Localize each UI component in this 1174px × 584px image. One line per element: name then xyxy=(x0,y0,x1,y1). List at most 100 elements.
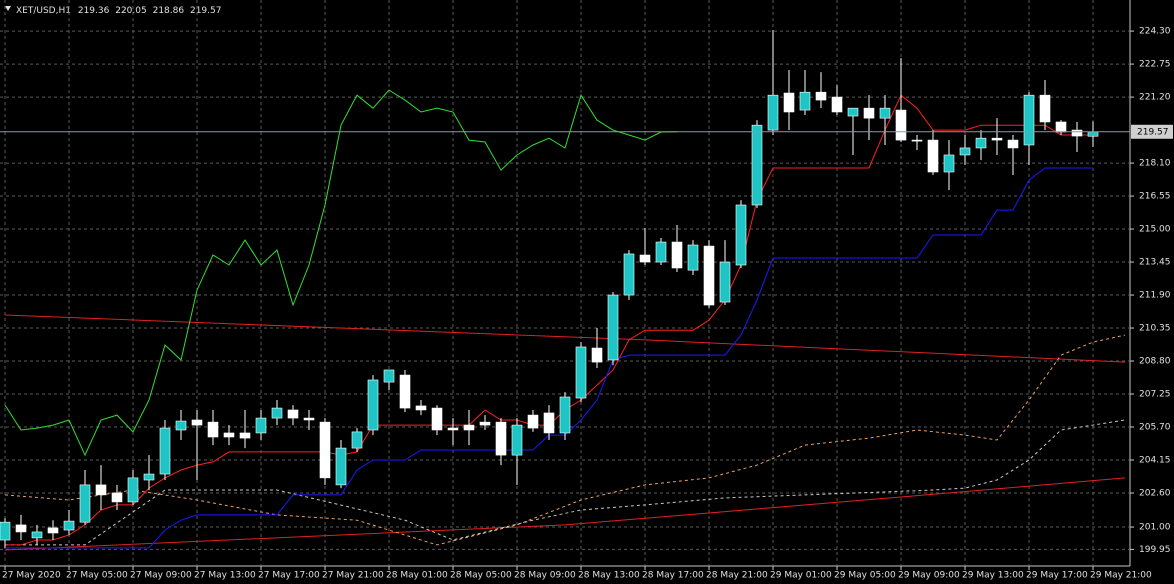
candle-body xyxy=(975,137,987,149)
candle-body xyxy=(15,524,27,533)
candle-body xyxy=(1039,94,1051,123)
candle-body xyxy=(607,294,619,361)
indicator-line xyxy=(4,314,1126,363)
candle-body xyxy=(959,147,971,156)
candle-body xyxy=(719,261,731,303)
candle-body xyxy=(1071,129,1083,137)
y-tick-label: 221.20 xyxy=(1139,93,1171,103)
candle-body xyxy=(575,346,587,399)
header-open: 219.36 xyxy=(78,6,110,16)
y-tick-label: 216.55 xyxy=(1139,192,1171,202)
y-tick-label: 213.45 xyxy=(1139,258,1171,268)
header-low: 218.86 xyxy=(153,6,185,16)
candle-body xyxy=(735,204,747,266)
candle-body xyxy=(111,492,123,503)
candle-body xyxy=(335,447,347,486)
indicator-line xyxy=(4,334,1126,546)
y-tick-label: 208.80 xyxy=(1139,357,1171,367)
symbol: XET/USD,H1 xyxy=(16,6,71,16)
header-high: 220.05 xyxy=(115,6,147,16)
candle-body xyxy=(479,421,491,426)
header-close: 219.57 xyxy=(190,6,222,16)
candle-body xyxy=(0,521,11,541)
candle-body xyxy=(703,245,715,306)
x-tick-label: 27 May 17:00 xyxy=(258,571,320,581)
y-tick-label: 199.95 xyxy=(1139,545,1171,555)
menu-arrow[interactable] xyxy=(5,6,11,11)
indicator-line xyxy=(5,419,1126,546)
y-tick-label: 224.30 xyxy=(1139,27,1171,37)
candle-body xyxy=(287,409,299,419)
candle-body xyxy=(239,432,251,439)
candle-body xyxy=(863,107,875,119)
candle-body xyxy=(255,417,267,434)
candle-body xyxy=(799,91,811,111)
candle-body xyxy=(671,241,683,269)
candle-body xyxy=(431,407,443,431)
x-tick-label: 29 May 05:00 xyxy=(834,571,896,581)
y-tick-label: 205.70 xyxy=(1139,423,1171,433)
y-tick-label: 204.15 xyxy=(1139,455,1171,465)
candle-body xyxy=(783,92,795,113)
candle-body xyxy=(319,421,331,479)
x-tick-label: 29 May 01:00 xyxy=(770,571,832,581)
candle-body xyxy=(47,527,59,534)
candle-body xyxy=(815,91,827,101)
candle-body xyxy=(639,254,651,263)
candle-body xyxy=(159,427,171,475)
candle-body xyxy=(847,107,859,117)
candle-body xyxy=(1007,139,1019,149)
candle-body xyxy=(927,139,939,173)
candle-body xyxy=(751,124,763,206)
candle-body xyxy=(831,96,843,113)
candle-body xyxy=(223,432,235,438)
price-label-box xyxy=(1131,124,1173,139)
y-tick-label: 218.10 xyxy=(1139,159,1171,169)
x-tick-label: 27 May 13:00 xyxy=(194,571,256,581)
x-tick-label: 27 May 05:00 xyxy=(66,571,128,581)
candle-body xyxy=(79,484,91,523)
candle-body xyxy=(415,405,427,411)
candle-body xyxy=(175,420,187,431)
candle-body xyxy=(591,347,603,363)
candle-body xyxy=(943,154,955,173)
x-tick-label: 29 May 09:00 xyxy=(898,571,960,581)
candle-body xyxy=(1055,121,1067,133)
x-tick-label: 27 May 09:00 xyxy=(130,571,192,581)
candle-body xyxy=(543,412,555,434)
candle-body xyxy=(495,421,507,456)
candle-body xyxy=(63,520,75,531)
candle-body xyxy=(351,431,363,449)
candle-body xyxy=(95,484,107,496)
x-tick-label: 28 May 09:00 xyxy=(514,571,576,581)
x-tick-label: 29 May 13:00 xyxy=(962,571,1024,581)
x-tick-label: 28 May 05:00 xyxy=(450,571,512,581)
candle-body xyxy=(1087,131,1099,137)
x-tick-label: 28 May 17:00 xyxy=(642,571,704,581)
candle-body xyxy=(911,139,923,142)
x-tick-label: 29 May 21:00 xyxy=(1090,571,1152,581)
y-tick-label: 207.25 xyxy=(1139,390,1171,400)
y-tick-label: 202.60 xyxy=(1139,488,1171,498)
candle-body xyxy=(207,421,219,438)
candle-body xyxy=(895,109,907,141)
candle-body xyxy=(303,417,315,421)
candle-body xyxy=(511,424,523,456)
candle-body xyxy=(399,374,411,409)
candle-body xyxy=(767,94,779,131)
candle-body xyxy=(623,253,635,296)
indicator-line xyxy=(4,89,678,457)
candle-body xyxy=(191,419,203,426)
candle-body xyxy=(143,473,155,481)
candle-body xyxy=(655,241,667,263)
candle-body xyxy=(31,531,43,539)
x-tick-label: 28 May 01:00 xyxy=(386,571,448,581)
candle-body xyxy=(687,244,699,271)
indicator-line xyxy=(4,477,1126,551)
x-tick-label: 28 May 13:00 xyxy=(578,571,640,581)
x-tick-label: 27 May 21:00 xyxy=(322,571,384,581)
y-tick-label: 201.00 xyxy=(1139,523,1171,533)
candle-body xyxy=(559,396,571,434)
